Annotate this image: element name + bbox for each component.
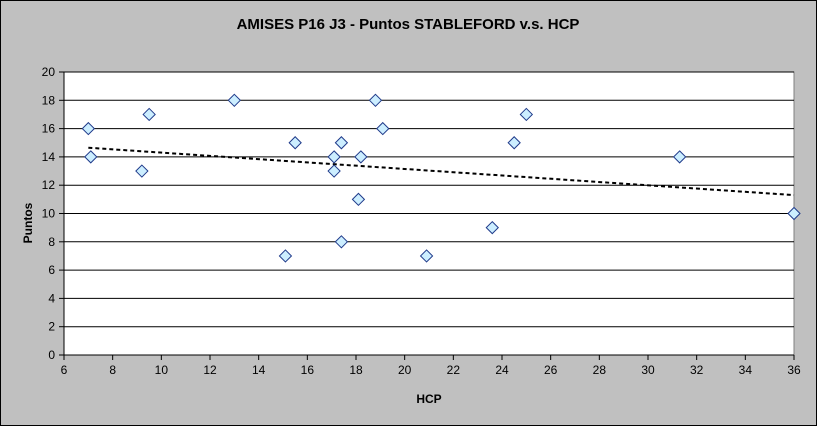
y-tick-label-5: 10 [42, 207, 56, 221]
x-tick-label-13: 32 [690, 363, 704, 377]
x-tick-label-9: 24 [495, 363, 509, 377]
data-point-11 [351, 192, 366, 207]
x-tick-label-0: 6 [61, 363, 68, 377]
data-point-12 [354, 150, 368, 164]
y-tick-label-10: 20 [42, 65, 56, 79]
data-point-1 [84, 150, 98, 164]
data-point-6 [288, 136, 302, 150]
data-point-16 [485, 220, 499, 235]
gridlines [64, 71, 794, 328]
y-tick-label-6: 12 [42, 178, 56, 192]
data-point-13 [368, 93, 383, 108]
x-tick-label-1: 8 [109, 363, 116, 377]
data-point-8 [327, 164, 341, 178]
data-point-7 [327, 150, 341, 164]
x-tick-label-12: 30 [641, 363, 655, 377]
x-tick-label-15: 36 [787, 363, 801, 377]
x-tick-label-10: 26 [544, 363, 558, 377]
x-axis-title: HCP [416, 392, 441, 406]
trendline-layer [88, 146, 795, 197]
y-tick-label-0: 0 [48, 348, 55, 362]
y-tick-label-9: 18 [42, 93, 56, 107]
data-point-2 [135, 164, 149, 178]
y-axis-ticks: 0 2 4 6 8 10 12 14 16 18 20 [42, 65, 64, 362]
data-points [81, 93, 801, 263]
x-tick-label-7: 20 [398, 363, 412, 377]
data-point-15 [419, 249, 434, 263]
x-tick-label-14: 34 [739, 363, 753, 377]
chart-title: AMISES P16 J3 - Puntos STABLEFORD v.s. H… [237, 16, 580, 33]
y-tick-label-7: 14 [42, 150, 56, 164]
data-point-10 [334, 235, 349, 249]
data-point-4 [227, 93, 242, 108]
data-point-14 [376, 121, 390, 136]
data-point-5 [278, 249, 293, 263]
y-axis-title: Puntos [21, 202, 35, 243]
x-tick-label-11: 28 [593, 363, 607, 377]
y-tick-label-8: 16 [42, 122, 56, 136]
x-tick-label-8: 22 [447, 363, 461, 377]
y-tick-label-3: 6 [48, 263, 55, 277]
x-tick-label-4: 14 [252, 363, 266, 377]
data-point-17 [507, 136, 521, 150]
data-point-0 [81, 121, 96, 136]
y-tick-label-4: 8 [48, 235, 55, 249]
y-tick-label-1: 2 [48, 320, 55, 334]
x-axis-ticks: 6 8 10 12 14 16 18 20 22 24 26 28 30 32 34 36 [61, 355, 801, 377]
y-tick-label-2: 4 [48, 291, 55, 305]
trendline [88, 146, 795, 197]
x-tick-label-6: 18 [349, 363, 363, 377]
data-point-19 [672, 150, 687, 164]
data-point-3 [142, 107, 156, 122]
x-tick-label-5: 16 [301, 363, 315, 377]
x-tick-label-3: 12 [203, 363, 217, 377]
data-point-18 [519, 107, 534, 122]
data-point-9 [334, 136, 349, 150]
data-point-20 [787, 206, 801, 221]
x-tick-label-2: 10 [155, 363, 169, 377]
